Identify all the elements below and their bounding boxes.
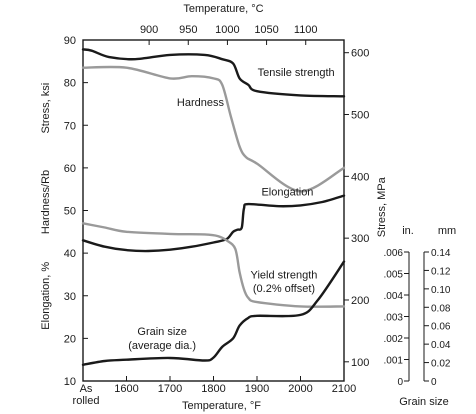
y-left-tick-label: 40 bbox=[64, 248, 76, 260]
x-top-axis-title: Temperature, °C bbox=[183, 3, 263, 15]
series-line-hardness bbox=[81, 65, 346, 193]
y-right-tick-label: 600 bbox=[351, 48, 369, 60]
x-bottom-axis-title: Temperature, °F bbox=[182, 400, 261, 412]
x-bottom-start-label: As bbox=[80, 383, 93, 395]
y-right-tick-label: 100 bbox=[351, 357, 369, 369]
y-right-tick-label: 300 bbox=[351, 233, 369, 245]
grain-mm-tick-label: 0.10 bbox=[431, 285, 451, 296]
y-left-axis-title: Hardness/Rb bbox=[40, 170, 52, 234]
y-left-tick-label: 50 bbox=[64, 206, 76, 218]
grain-mm-unit: mm bbox=[438, 225, 456, 237]
x-top-tick-label: 1000 bbox=[215, 24, 239, 36]
series-annotation: Tensile strength bbox=[258, 67, 335, 79]
y-left-tick-label: 80 bbox=[64, 78, 76, 90]
series-line-elongation bbox=[81, 194, 346, 253]
grain-mm-tick-label: 0.04 bbox=[431, 340, 451, 351]
plot-frame bbox=[82, 39, 345, 382]
series-annotation: Grain size bbox=[137, 326, 187, 338]
x-top-tick-label: 900 bbox=[140, 24, 158, 36]
x-bottom-tick-label: 1900 bbox=[245, 383, 269, 395]
series-annotation: Yield strength bbox=[251, 269, 318, 281]
x-top-tick-label: 1100 bbox=[294, 24, 318, 36]
x-bottom-tick-label: 2100 bbox=[332, 383, 356, 395]
series-annotation: (average dia.) bbox=[128, 340, 196, 352]
grain-size-axes-layer: in. mm 0 .001 .002 .003 .004 .005 .006 0 0.02 0.04 0… bbox=[384, 225, 457, 408]
series-annotation: Hardness bbox=[177, 97, 225, 109]
y-left-tick-label: 30 bbox=[64, 291, 76, 303]
y-right-tick-label: 400 bbox=[351, 171, 369, 183]
x-top-tick-label: 950 bbox=[179, 24, 197, 36]
y-left-axis-title: Stress, ksi bbox=[40, 83, 52, 134]
x-bottom-tick-label: 1600 bbox=[114, 383, 138, 395]
grain-inch-tick-label: .002 bbox=[384, 334, 404, 345]
series-annotation: (0.2% offset) bbox=[253, 283, 315, 295]
y-left-tick-label: 70 bbox=[64, 120, 76, 132]
grain-mm-tick-label: 0 bbox=[431, 377, 437, 388]
grain-inch-tick-label: .003 bbox=[384, 313, 404, 324]
grain-size-axis-title: Grain size bbox=[399, 396, 449, 408]
x-bottom-tick-label: 1700 bbox=[158, 383, 182, 395]
annotations-layer: Tensile strength Hardness Elongation Yield … bbox=[128, 67, 334, 352]
y-left-tick-label: 10 bbox=[64, 376, 76, 388]
y-right-axis-title: Stress, MPa bbox=[376, 176, 388, 237]
series-line-grain-size-average-dia bbox=[81, 260, 346, 366]
y-left-axis-title: Elongation, % bbox=[40, 262, 52, 330]
x-bottom-tick-label: 1800 bbox=[201, 383, 225, 395]
series-line-tensile-strength bbox=[81, 48, 346, 98]
grain-inch-tick-label: .001 bbox=[384, 356, 404, 367]
grain-mm-tick-label: 0.02 bbox=[431, 359, 451, 370]
grain-mm-tick-label: 0.12 bbox=[431, 266, 451, 277]
grain-mm-tick-label: 0.08 bbox=[431, 303, 451, 314]
series-layer bbox=[81, 48, 346, 366]
y-right-tick-label: 500 bbox=[351, 110, 369, 122]
series-annotation: Elongation bbox=[261, 186, 313, 198]
y-left-tick-label: 60 bbox=[64, 163, 76, 175]
y-left-tick-label: 90 bbox=[64, 35, 76, 47]
x-bottom-start-label: rolled bbox=[73, 395, 100, 407]
grain-mm-tick-label: 0.14 bbox=[431, 248, 451, 259]
series-line-yield-strength-0-2-offset bbox=[81, 222, 346, 308]
grain-mm-tick-label: 0.06 bbox=[431, 322, 451, 333]
x-bottom-tick-label: 2000 bbox=[288, 383, 312, 395]
y-left-tick-label: 20 bbox=[64, 333, 76, 345]
grain-inch-tick-label: .006 bbox=[384, 248, 404, 259]
y-right-tick-label: 200 bbox=[351, 295, 369, 307]
plot-frame-layer bbox=[82, 39, 345, 382]
grain-inch-unit: in. bbox=[402, 225, 414, 237]
grain-inch-tick-label: 0 bbox=[397, 377, 403, 388]
grain-inch-tick-label: .004 bbox=[384, 291, 404, 302]
x-top-tick-label: 1050 bbox=[254, 24, 278, 36]
grain-inch-tick-label: .005 bbox=[384, 270, 404, 281]
